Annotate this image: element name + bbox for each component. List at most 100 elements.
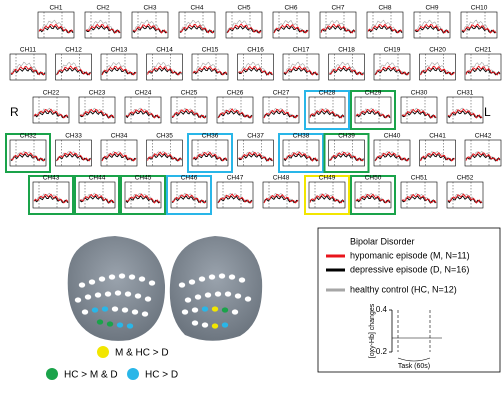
- channel-label: CH52: [457, 175, 474, 182]
- channel-label: CH45: [135, 175, 152, 182]
- brain-channel: [129, 274, 135, 279]
- brain-channel: [192, 320, 198, 325]
- channel-plot: [56, 140, 92, 166]
- channel-label: CH1: [49, 5, 62, 12]
- brain-channel: [89, 279, 95, 284]
- brain-channel: [212, 306, 218, 311]
- brain-channel: [132, 309, 138, 314]
- channel-label: CH25: [181, 90, 198, 97]
- legend-label: HC > D: [145, 370, 178, 381]
- channel-label: CH37: [247, 133, 264, 140]
- channel-plot: [125, 97, 161, 123]
- channel-label: CH18: [338, 47, 355, 54]
- brain-left: [68, 236, 165, 341]
- figure: R L Bipolar Disorder CH1CH2CH3CH4CH5CH6C…: [0, 0, 502, 401]
- brain-channel: [235, 293, 241, 298]
- brain-channel: [122, 307, 128, 312]
- brain-channel: [85, 294, 91, 299]
- channel-label: CH2: [96, 5, 109, 12]
- channel-label: CH44: [89, 175, 106, 182]
- brain-channel: [179, 282, 185, 287]
- brain-channel: [239, 277, 245, 282]
- legend-dot: [97, 346, 109, 358]
- brain-channel: [145, 296, 151, 301]
- brain-channel: [95, 292, 101, 297]
- brain-channel: [232, 309, 238, 314]
- channel-label: CH10: [471, 5, 488, 12]
- brain-channel: [82, 309, 88, 314]
- legend-dot: [46, 368, 58, 380]
- channel-label: CH38: [293, 133, 310, 140]
- channel-plot: [10, 54, 46, 80]
- channel-label: CH42: [475, 133, 492, 140]
- scale-tick-label: 0.4: [376, 305, 388, 314]
- channel-label: CH34: [111, 133, 128, 140]
- legend-label: M & HC > D: [115, 348, 169, 359]
- task-label: Task (60s): [398, 363, 430, 370]
- brain-channel: [219, 273, 225, 278]
- brain-channel: [202, 306, 208, 311]
- channel-label: CH6: [284, 5, 297, 12]
- brain-channel: [115, 290, 121, 295]
- channel-label: CH12: [65, 47, 82, 54]
- channel-plot: [132, 12, 168, 38]
- channel-label: CH48: [273, 175, 290, 182]
- channel-label: CH30: [411, 90, 428, 97]
- channel-label: CH40: [384, 133, 401, 140]
- channel-label: CH51: [411, 175, 428, 182]
- channel-plot: [374, 140, 410, 166]
- channel-plot: [374, 54, 410, 80]
- legend-label: HC > M & D: [64, 370, 118, 381]
- channel-plot: [461, 12, 497, 38]
- channel-plot: [101, 54, 137, 80]
- brain-channel: [105, 291, 111, 296]
- channel-plot: [420, 140, 456, 166]
- channel-label: CH29: [365, 90, 382, 97]
- channel-plot: [283, 140, 319, 166]
- brain-channel: [222, 322, 228, 327]
- channel-label: CH9: [425, 5, 438, 12]
- channel-label: CH31: [457, 90, 474, 97]
- channel-plot: [56, 54, 92, 80]
- brain-channel: [185, 297, 191, 302]
- brain-channel: [139, 276, 145, 281]
- brain-channel: [209, 274, 215, 279]
- brain-channel: [79, 282, 85, 287]
- legend-label: depressive episode (D, N=16): [350, 264, 469, 274]
- brain-channel: [135, 293, 141, 298]
- brain-channel: [245, 296, 251, 301]
- channel-plot: [217, 97, 253, 123]
- channel-plot: [283, 54, 319, 80]
- channel-label: CH7: [331, 5, 344, 12]
- brain-channel: [107, 321, 113, 326]
- channel-label: CH20: [429, 47, 446, 54]
- brain-channel: [149, 280, 155, 285]
- brain-channel: [199, 276, 205, 281]
- brain-channel: [75, 297, 81, 302]
- channel-label: CH27: [273, 90, 290, 97]
- brain-channel: [127, 323, 133, 328]
- channel-plot: [179, 12, 215, 38]
- channel-label: CH43: [43, 175, 60, 182]
- brain-channel: [142, 311, 148, 316]
- brain-channel: [99, 276, 105, 281]
- channel-label: CH24: [135, 90, 152, 97]
- channel-label: CH47: [227, 175, 244, 182]
- brain-channel: [109, 274, 115, 279]
- brain-channel: [117, 322, 123, 327]
- channel-label: CH17: [293, 47, 310, 54]
- channel-label: CH8: [378, 5, 391, 12]
- channel-plot: [447, 182, 483, 208]
- channel-label: CH35: [156, 133, 173, 140]
- brain-channel: [112, 306, 118, 311]
- side-label: R: [10, 105, 19, 119]
- scale-label: [oxy-Hb] changes: [369, 303, 376, 358]
- channel-plot: [217, 182, 253, 208]
- brain-channel: [182, 309, 188, 314]
- channel-label: CH22: [43, 90, 60, 97]
- side-label: L: [484, 105, 491, 119]
- channel-plot: [101, 140, 137, 166]
- channel-plot: [226, 12, 262, 38]
- channel-label: CH36: [202, 133, 219, 140]
- brain-channel: [222, 307, 228, 312]
